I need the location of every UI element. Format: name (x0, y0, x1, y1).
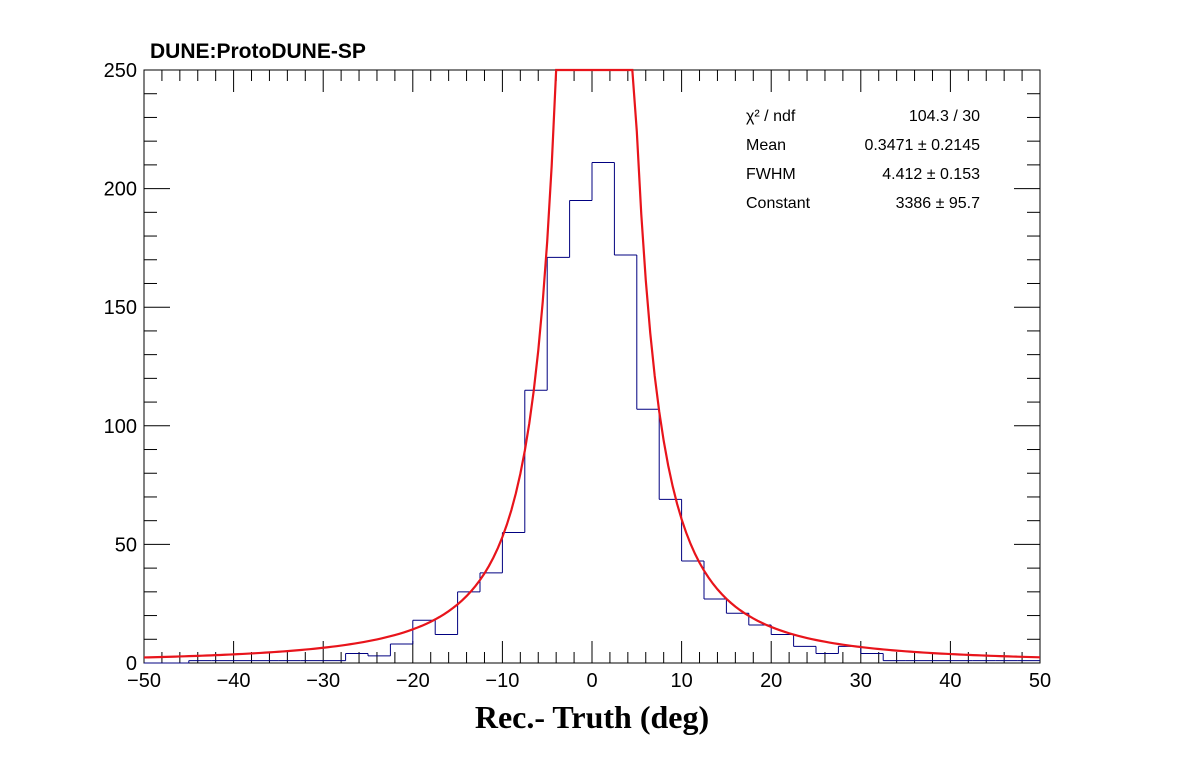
plot-frame (143, 69, 1041, 664)
stat-value-constant: 3386 ± 95.7 (896, 195, 981, 212)
stat-value-chi2: 104.3 / 30 (909, 108, 980, 125)
y-tick-label: 50 (115, 534, 137, 556)
fit-curve (143, 68, 1041, 659)
y-tick-label: 200 (104, 179, 137, 201)
x-tick-label: 50 (1029, 670, 1051, 692)
x-tick-label: 0 (586, 670, 597, 692)
x-tick-label: −10 (485, 670, 519, 692)
stat-value-fwhm: 4.412 ± 0.153 (882, 166, 980, 183)
stat-label-mean: Mean (746, 137, 786, 154)
y-tick-label: 250 (104, 60, 137, 82)
histogram-bins (144, 162, 1040, 664)
y-tick-label: 0 (126, 653, 137, 675)
stat-label-constant: Constant (746, 195, 811, 212)
axes: −50 −40 −30 −20 −10 0 10 20 30 40 50 0 50 100 150 200 25… (104, 60, 1052, 692)
stat-label-chi2: χ² / ndf (746, 108, 796, 125)
y-tick-label: 150 (104, 297, 137, 319)
x-tick-label: −40 (217, 670, 251, 692)
x-tick-label: −30 (306, 670, 340, 692)
x-tick-label: 40 (939, 670, 961, 692)
x-tick-label: 20 (760, 670, 782, 692)
x-tick-label: −20 (396, 670, 430, 692)
fit-stats-box: χ² / ndf 104.3 / 30 Mean 0.3471 ± 0.2145… (746, 108, 980, 212)
x-tick-label: −50 (127, 670, 161, 692)
x-tick-label: 10 (670, 670, 692, 692)
x-tick-label: 30 (850, 670, 872, 692)
stat-value-mean: 0.3471 ± 0.2145 (864, 137, 980, 154)
stat-label-fwhm: FWHM (746, 166, 796, 183)
y-tick-label: 100 (104, 416, 137, 438)
x-axis-label: Rec.- Truth (deg) (475, 699, 709, 735)
experiment-label: DUNE:ProtoDUNE-SP (150, 40, 366, 63)
